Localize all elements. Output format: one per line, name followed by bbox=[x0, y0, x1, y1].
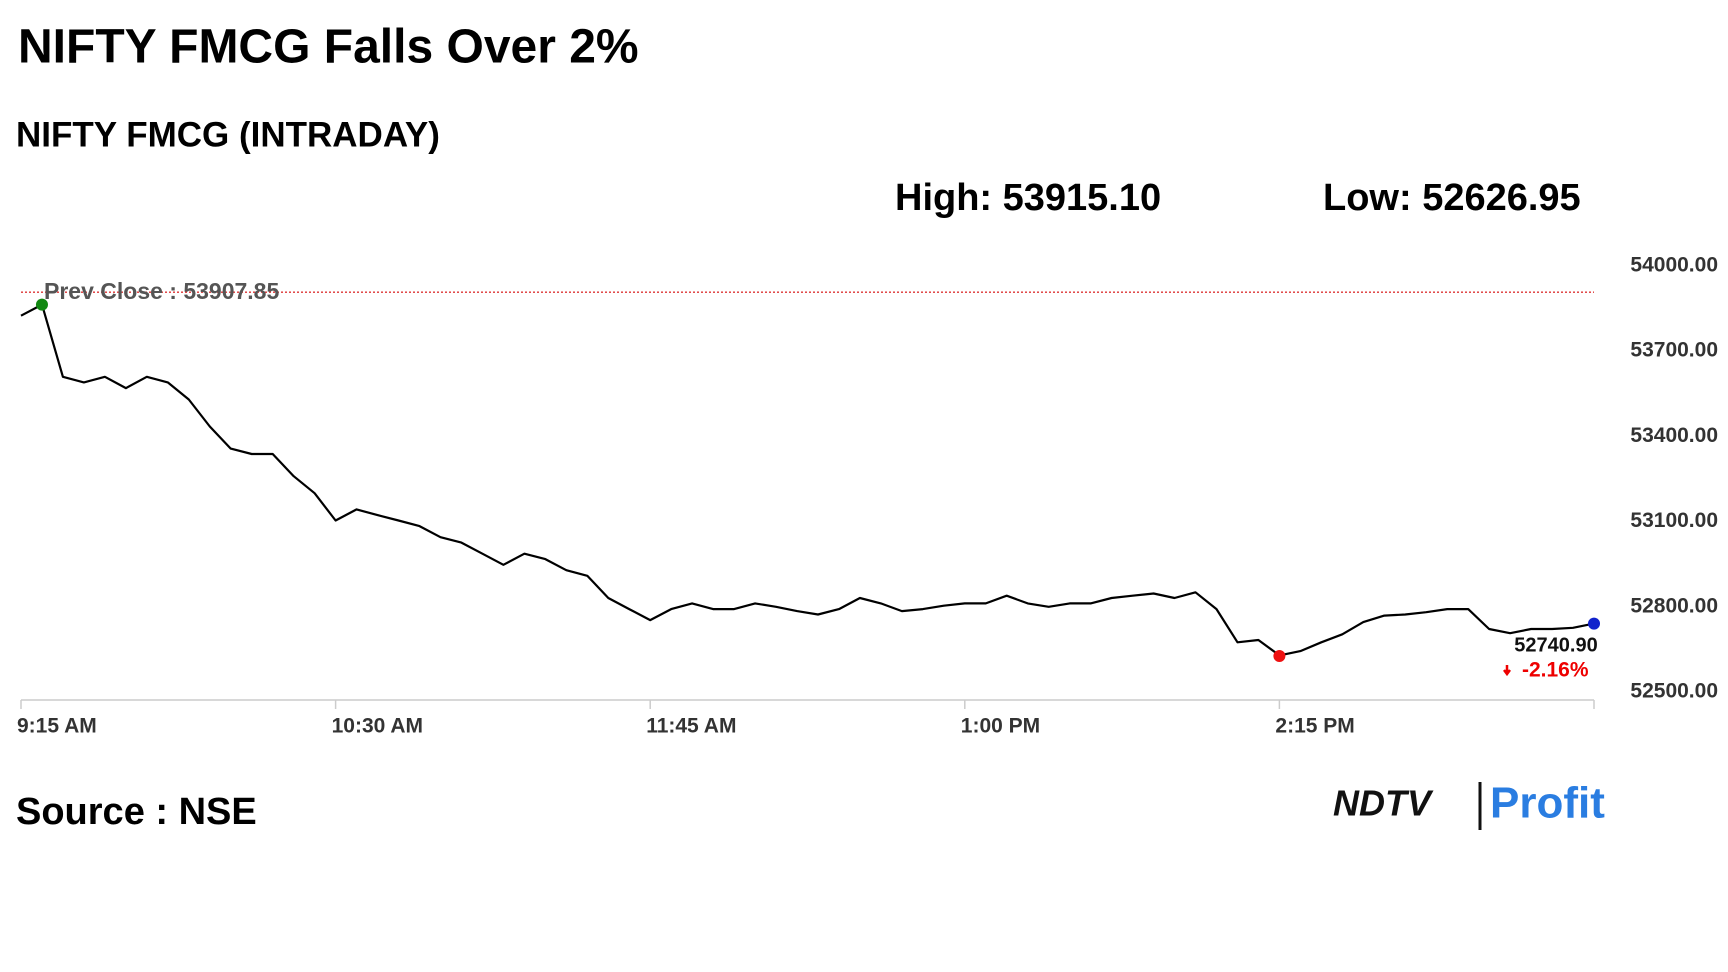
y-tick-label: 54000.00 bbox=[1630, 254, 1718, 277]
chart-subtitle: NIFTY FMCG (INTRADAY) bbox=[16, 115, 440, 154]
prev-close-label: Prev Close : 53907.85 bbox=[44, 278, 279, 304]
x-tick-label: 1:00 PM bbox=[961, 715, 1040, 738]
y-tick-label: 53700.00 bbox=[1630, 339, 1718, 362]
change-label: -2.16% bbox=[1522, 659, 1589, 682]
high-label: High: 53915.10 bbox=[895, 177, 1161, 219]
y-tick-label: 52500.00 bbox=[1630, 680, 1718, 703]
x-tick-label: 2:15 PM bbox=[1275, 715, 1354, 738]
x-tick-label: 9:15 AM bbox=[17, 715, 97, 738]
logo-product: Profit bbox=[1490, 779, 1605, 828]
last-value-label: 52740.90 bbox=[1514, 634, 1597, 656]
logo-brand: NDTV bbox=[1333, 783, 1434, 824]
last-dot bbox=[1588, 617, 1600, 630]
y-tick-label: 52800.00 bbox=[1630, 594, 1718, 617]
chart-title: NIFTY FMCG Falls Over 2% bbox=[18, 21, 639, 74]
x-tick-label: 10:30 AM bbox=[332, 715, 423, 738]
open-dot bbox=[35, 298, 48, 311]
low-dot bbox=[1273, 649, 1286, 662]
x-tick-label: 11:45 AM bbox=[646, 715, 736, 738]
down-arrow bbox=[1503, 665, 1511, 677]
price-line bbox=[20, 303, 1595, 657]
low-label: Low: 52626.95 bbox=[1323, 177, 1581, 219]
y-tick-label: 53100.00 bbox=[1630, 509, 1718, 532]
source: Source : NSE bbox=[16, 791, 257, 833]
y-tick-label: 53400.00 bbox=[1630, 424, 1718, 447]
